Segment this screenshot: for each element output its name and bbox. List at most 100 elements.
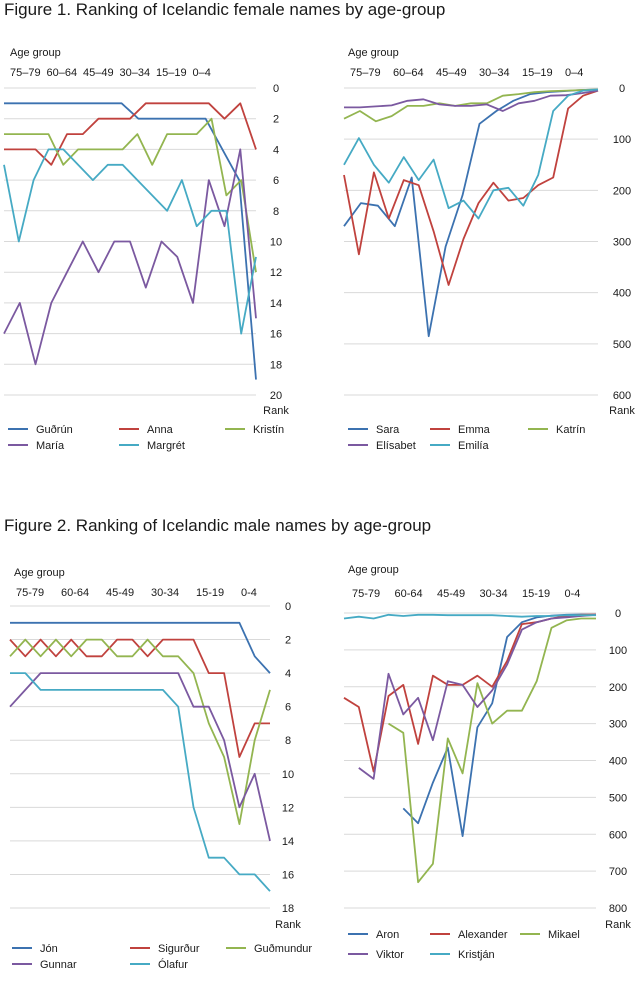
y-tick-label: 8: [273, 206, 279, 218]
series-line: [402, 613, 597, 837]
legend-label: Alexander: [458, 929, 508, 941]
y-tick-label: 0: [273, 83, 279, 95]
legend-label: Gunnar: [40, 959, 77, 971]
legend-label: Elísabet: [376, 440, 416, 452]
y-tick-label: 100: [613, 134, 631, 146]
series-line: [344, 89, 599, 112]
x-tick-label: 60–64: [47, 67, 78, 79]
series-line: [10, 621, 271, 674]
series-line: [388, 617, 596, 884]
legend-label: Jón: [40, 943, 58, 955]
x-tick-label: 0-4: [241, 587, 257, 599]
series-line: [343, 88, 599, 338]
figure-2-title: Figure 2. Ranking of Icelandic male name…: [4, 516, 432, 535]
x-tick-label: 30–34: [120, 67, 151, 79]
y-tick-label: 100: [609, 645, 627, 657]
y-tick-label: 18: [270, 359, 282, 371]
chart-1: 0 2 4 6 8 10 12 14 16 18 20 Age group 75–79 60–64 45–4…: [3, 47, 289, 452]
figure-1-title: Figure 1. Ranking of Icelandic female na…: [4, 0, 446, 19]
y-tick-label: 16: [282, 869, 294, 881]
legend-label: Emilía: [458, 440, 489, 452]
x-tick-label: 75-79: [16, 587, 44, 599]
series-line: [343, 613, 596, 620]
x-tick-label: 0–4: [565, 67, 583, 79]
x-tick-label: 45–49: [83, 67, 114, 79]
legend-label: Ólafur: [158, 958, 188, 971]
y-tick-label: 300: [613, 237, 631, 249]
y-tick-label: 300: [609, 719, 627, 731]
y-tick-label: 10: [282, 769, 294, 781]
series-line: [9, 638, 271, 825]
y-axis-title: Rank: [263, 405, 289, 417]
y-tick-label: 500: [613, 339, 631, 351]
y-tick-label: 200: [609, 682, 627, 694]
legend-label: Viktor: [376, 949, 404, 961]
legend-label: Aron: [376, 929, 399, 941]
x-axis-title: Age group: [348, 564, 399, 576]
y-tick-label: 14: [270, 298, 282, 310]
y-tick-label: 600: [609, 829, 627, 841]
x-tick-label: 15–19: [522, 67, 553, 79]
y-tick-label: 2: [273, 114, 279, 126]
series-line: [343, 88, 599, 123]
legend-label: Emma: [458, 424, 491, 436]
y-tick-label: 8: [285, 735, 291, 747]
x-tick-label: 45-49: [106, 587, 134, 599]
y-tick-label: 16: [270, 329, 282, 341]
y-tick-label: 6: [285, 702, 291, 714]
x-tick-label: 75–79: [350, 67, 381, 79]
x-tick-label: 15–19: [156, 67, 187, 79]
x-tick-label: 60-64: [61, 587, 89, 599]
y-tick-label: 400: [609, 756, 627, 768]
x-tick-label: 30-34: [480, 588, 508, 600]
y-tick-label: 4: [285, 668, 291, 680]
legend-label: María: [36, 440, 65, 452]
series-line: [9, 672, 271, 842]
series-line: [9, 638, 270, 758]
x-axis-title: Age group: [10, 47, 61, 59]
chart-2: 0 100 200 300 400 500 600 Age group 75–79 60–64 45…: [343, 47, 635, 452]
x-tick-label: 75-79: [352, 588, 380, 600]
legend-label: Guðmundur: [254, 943, 312, 955]
legend-label: Sara: [376, 424, 400, 436]
x-tick-label: 60–64: [393, 67, 424, 79]
y-tick-label: 800: [609, 903, 627, 915]
series-line: [10, 672, 271, 892]
y-tick-label: 6: [273, 175, 279, 187]
y-tick-label: 14: [282, 836, 294, 848]
y-axis-title: Rank: [609, 405, 635, 417]
x-tick-label: 45-49: [437, 588, 465, 600]
y-axis-title: Rank: [275, 919, 301, 931]
x-axis-title: Age group: [348, 47, 399, 59]
series-line: [358, 613, 597, 780]
legend-label: Kristín: [253, 424, 284, 436]
legend-label: Sigurður: [158, 943, 200, 955]
legend-label: Margrét: [147, 440, 185, 452]
x-tick-label: 45–49: [436, 67, 467, 79]
chart-3: 0 2 4 6 8 10 12 14 16 18 Age group 75-79 60-64 45-49 3…: [9, 567, 312, 971]
x-tick-label: 15-19: [522, 588, 550, 600]
y-axis-title: Rank: [605, 919, 631, 931]
y-tick-label: 400: [613, 288, 631, 300]
legend-label: Mikael: [548, 929, 580, 941]
x-axis-title: Age group: [14, 567, 65, 579]
series-line: [3, 148, 257, 335]
y-tick-label: 600: [613, 390, 631, 402]
x-tick-label: 60-64: [395, 588, 423, 600]
x-tick-label: 0-4: [565, 588, 581, 600]
y-tick-label: 0: [619, 83, 625, 95]
legend-label: Katrín: [556, 424, 585, 436]
y-tick-label: 0: [615, 608, 621, 620]
series-line: [343, 89, 599, 286]
legend-label: Anna: [147, 424, 174, 436]
y-tick-label: 18: [282, 903, 294, 915]
legend-label: Guðrún: [36, 424, 73, 436]
y-tick-label: 12: [270, 267, 282, 279]
x-tick-label: 75–79: [10, 67, 41, 79]
y-tick-label: 12: [282, 802, 294, 814]
x-tick-label: 0–4: [193, 67, 211, 79]
x-tick-label: 30–34: [479, 67, 510, 79]
y-tick-label: 0: [285, 601, 291, 613]
y-tick-label: 2: [285, 635, 291, 647]
series-line: [4, 102, 257, 166]
